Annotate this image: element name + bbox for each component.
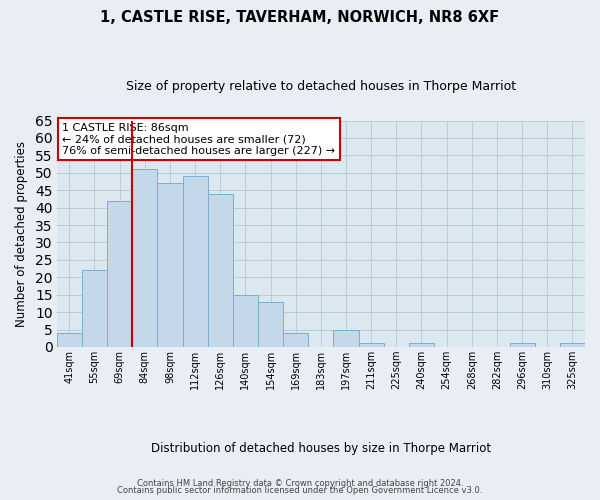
Bar (359, 344, 384, 347)
Bar (560, 344, 585, 347)
Bar (409, 344, 434, 347)
Bar (107, 200, 132, 347)
Text: 1, CASTLE RISE, TAVERHAM, NORWICH, NR8 6XF: 1, CASTLE RISE, TAVERHAM, NORWICH, NR8 6… (100, 10, 500, 25)
Bar (132, 170, 157, 347)
X-axis label: Distribution of detached houses by size in Thorpe Marriot: Distribution of detached houses by size … (151, 442, 491, 455)
Bar (509, 344, 535, 347)
Bar (334, 330, 359, 347)
Bar (82, 270, 107, 347)
Text: Contains HM Land Registry data © Crown copyright and database right 2024.: Contains HM Land Registry data © Crown c… (137, 478, 463, 488)
Y-axis label: Number of detached properties: Number of detached properties (15, 141, 28, 327)
Bar (258, 302, 283, 347)
Bar (57, 333, 82, 347)
Bar (157, 183, 182, 347)
Text: 1 CASTLE RISE: 86sqm
← 24% of detached houses are smaller (72)
76% of semi-detac: 1 CASTLE RISE: 86sqm ← 24% of detached h… (62, 123, 335, 156)
Bar (233, 294, 258, 347)
Text: Contains public sector information licensed under the Open Government Licence v3: Contains public sector information licen… (118, 486, 482, 495)
Bar (283, 333, 308, 347)
Title: Size of property relative to detached houses in Thorpe Marriot: Size of property relative to detached ho… (126, 80, 516, 93)
Bar (182, 176, 208, 347)
Bar (208, 194, 233, 347)
